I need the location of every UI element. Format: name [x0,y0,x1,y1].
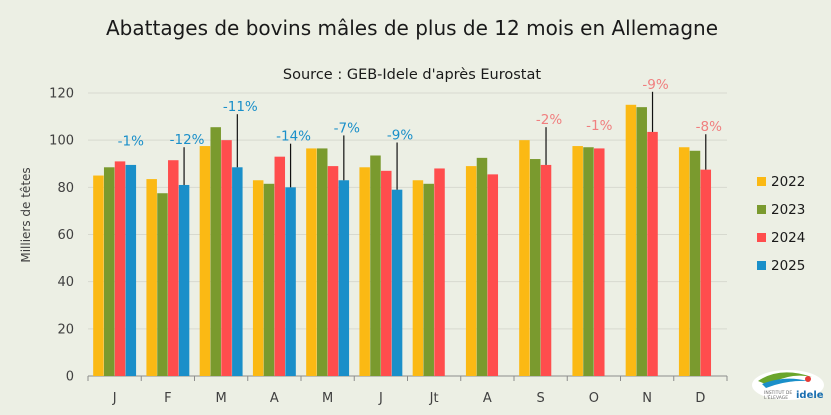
y-tick-label: 20 [57,322,74,337]
bar-2023 [157,193,168,376]
x-tick-label: A [483,391,492,406]
bar-2024 [274,156,286,376]
legend-swatch [757,205,766,214]
bar-2023 [476,157,488,376]
x-tick-label: Jt [429,391,439,406]
chart-subtitle: Source : GEB-Idele d'après Eurostat [283,67,541,83]
bar-2022 [359,167,370,376]
x-tick-label: A [270,391,279,406]
bar-2022 [678,147,690,376]
logo-line2: L'ÉLEVAGE [764,393,788,401]
bar-2023 [370,155,381,376]
y-tick-label: 0 [66,370,74,385]
x-tick-label: M [322,391,333,406]
bar-2022 [306,148,317,376]
bar-2024 [647,131,658,376]
x-tick-label: J [378,391,383,406]
chart-title: Abattages de bovins mâles de plus de 12 … [106,16,718,40]
annotation-label: -1% [118,133,144,149]
bar-2023 [210,127,221,376]
logo-brand: idele [796,390,824,401]
idele-logo: INSTITUT DE L'ÉLEVAGE idele [752,370,824,401]
legend-label: 2022 [771,174,805,190]
legend: 2022 2023 2024 2025 [757,174,805,274]
bar-2022 [252,180,264,376]
legend-swatch [757,261,766,270]
bar-2022 [412,180,424,376]
y-tick-label: 100 [49,134,74,149]
y-tick-label: 120 [49,87,74,102]
bar-2023 [316,148,328,376]
bar-2024 [487,174,499,376]
bar-2024 [540,164,552,376]
bar-2024 [700,169,712,376]
x-tick-label: M [216,391,227,406]
legend-label: 2023 [771,202,805,218]
bar-2024 [434,168,445,376]
y-axis-label: Milliers de têtes [19,167,33,262]
x-tick-label: D [695,391,705,406]
annotation-label: -9% [387,127,413,143]
logo-line1: INSTITUT DE [764,390,792,396]
bar-2023 [423,183,434,376]
annotation-label: -12% [170,132,205,148]
bar-2025 [338,180,350,376]
bar-2025 [232,167,243,376]
gridlines [88,92,727,377]
y-tick-labels: 0 20 40 60 80 100 120 [49,87,74,385]
bar-2024 [327,166,339,376]
bar-2023 [636,107,647,377]
legend-swatch [757,177,766,186]
legend-swatch [757,233,766,242]
legend-label: 2024 [771,230,805,246]
bar-2025 [285,187,296,376]
bar-2022 [625,104,637,377]
bar-2023 [103,167,115,376]
bar-2023 [263,183,275,376]
bar-2025 [125,164,137,376]
annotation-label: -11% [223,99,258,115]
y-tick-label: 40 [57,275,74,290]
bar-2024 [594,148,605,376]
bar-2022 [519,140,530,376]
annotation-label: -2% [536,112,562,128]
legend-label: 2025 [771,258,805,274]
x-tick-label: J [112,391,117,406]
x-tick-label: S [536,391,544,406]
bar-2024 [168,160,179,376]
bar-2022 [146,179,157,376]
bar-2023 [529,159,541,376]
y-tick-label: 60 [57,228,74,243]
bar-2025 [178,184,190,376]
bar-2022 [199,146,211,376]
bars [93,104,712,377]
annotation-label: -14% [276,129,311,145]
bar-2022 [93,175,104,376]
bar-2024 [221,140,232,376]
y-tick-label: 80 [57,181,74,196]
bar-2023 [583,147,594,376]
x-tick-labels: J F M A M J Jt A S O N D [87,376,728,406]
annotations: -1% -12% -11% -14% -7% -9% -2% -1% -9% -8% [118,77,722,190]
bar-2025 [391,189,403,376]
bar-2022 [465,166,477,376]
bar-2023 [689,150,701,376]
annotation-label: -8% [696,119,722,135]
x-tick-label: F [164,391,171,406]
bar-2024 [381,170,392,376]
annotation-label: -9% [642,77,668,93]
bar-2024 [114,161,126,376]
annotation-label: -7% [334,120,360,136]
x-tick-label: N [642,391,652,406]
annotation-label: -1% [586,118,612,134]
bar-2022 [572,146,583,376]
x-tick-label: O [589,391,599,406]
